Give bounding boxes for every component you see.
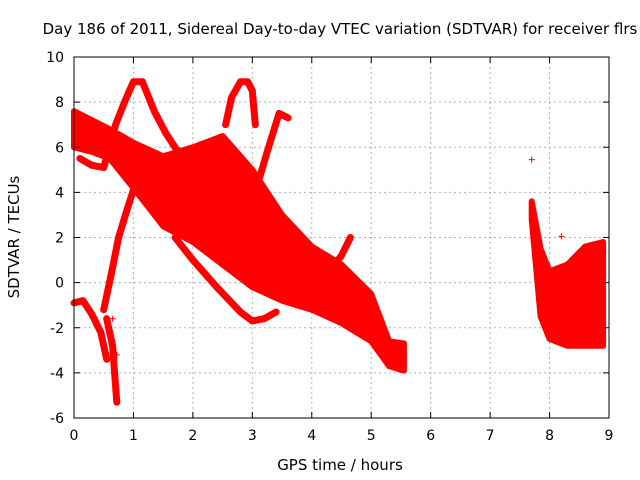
data-track-arc-to-9-at-3h [222, 78, 259, 129]
ticks [73, 56, 610, 419]
data-band-main-band [71, 108, 407, 374]
data-point-marker [528, 156, 535, 163]
y-tick-label: 6 [55, 140, 64, 156]
data-track-isolated-drop [103, 315, 121, 406]
data-track-arc-to-9-at-1h [76, 78, 182, 172]
data-track-rising-to-7.5 [251, 109, 292, 196]
y-tick-label: -6 [50, 411, 64, 427]
x-tick-label: 8 [545, 428, 554, 444]
x-tick-label: 1 [129, 428, 138, 444]
y-tick-label: -4 [50, 366, 64, 382]
x-axis-label: GPS time / hours [277, 456, 403, 474]
data-point-marker [558, 233, 565, 240]
x-tick-label: 9 [605, 428, 614, 444]
y-tick-label: 2 [55, 231, 64, 247]
x-tick-label: 5 [367, 428, 376, 444]
data-track-descending-loop [171, 234, 280, 325]
data-track-low-left-dip [70, 297, 111, 363]
data-band-late-band [528, 198, 607, 349]
x-tick-label: 6 [426, 428, 435, 444]
y-tick-label: 8 [55, 95, 64, 111]
x-tick-label: 3 [248, 428, 257, 444]
x-tick-label: 2 [188, 428, 197, 444]
y-tick-label: 4 [55, 185, 64, 201]
y-tick-label: 0 [55, 276, 64, 292]
tick-labels: 0 1 2 3 4 5 6 7 8 9 -6 -4 -2 0 2 4 6 8 10 [46, 50, 613, 444]
data-point-marker [113, 351, 120, 358]
data-track-rise-from-low [100, 182, 143, 314]
data-track-right-rise [314, 234, 354, 293]
x-tick-label: 7 [486, 428, 495, 444]
chart-title: Day 186 of 2011, Sidereal Day-to-day VTE… [43, 20, 638, 38]
data-point-marker [109, 315, 116, 322]
y-axis-label: SDTVAR / TECUs [5, 175, 23, 298]
y-tick-label: 10 [46, 50, 64, 66]
y-tick-label: -2 [50, 321, 64, 337]
data-layer [70, 78, 607, 406]
x-tick-label: 4 [307, 428, 316, 444]
x-tick-label: 0 [70, 428, 79, 444]
